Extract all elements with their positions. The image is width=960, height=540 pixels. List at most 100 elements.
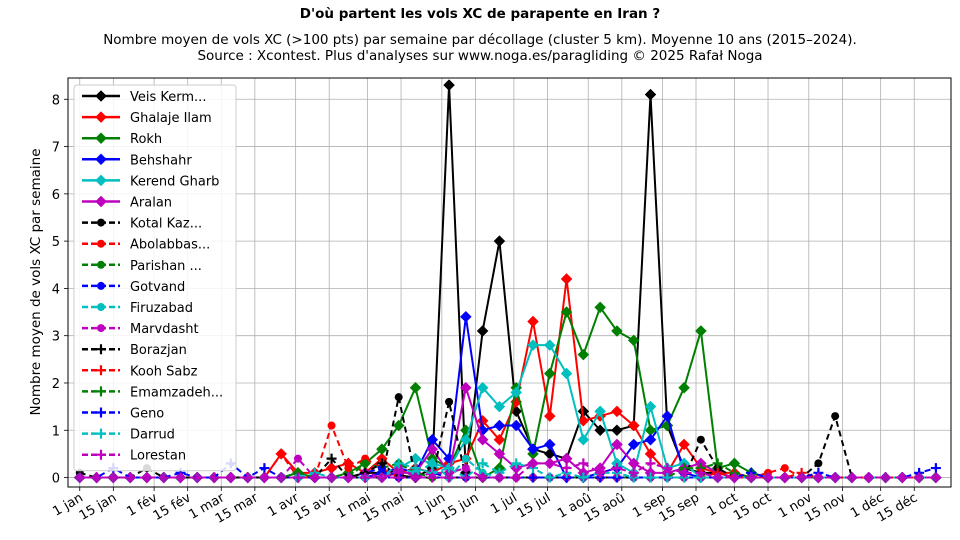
data-point <box>543 410 556 422</box>
data-point <box>543 339 556 352</box>
data-point <box>611 438 623 451</box>
legend-marker <box>97 303 105 311</box>
legend-label: Lorestan <box>130 449 186 464</box>
series-17 <box>74 458 941 483</box>
data-point <box>528 458 539 469</box>
x-tick-label: 15 avr <box>292 490 336 524</box>
legend-item: Kooh Sabz <box>82 364 198 379</box>
data-point <box>528 472 539 483</box>
legend-item: Gotvand <box>82 280 185 295</box>
data-point <box>494 472 505 483</box>
legend-item: Aralan <box>82 196 172 211</box>
data-point <box>662 463 673 474</box>
data-point <box>527 315 539 328</box>
data-point <box>409 381 422 394</box>
legend-item: Veis Kerm... <box>82 90 206 105</box>
data-point <box>444 472 455 483</box>
legend-marker <box>95 174 107 187</box>
data-point <box>476 433 489 446</box>
data-point <box>729 472 740 483</box>
data-point <box>477 472 488 483</box>
legend-item: Rokh <box>82 132 162 147</box>
data-point <box>695 467 706 478</box>
data-point <box>460 310 472 323</box>
y-tick-label: 4 <box>52 282 60 297</box>
data-point <box>428 459 437 468</box>
legend-label: Aralan <box>130 196 172 211</box>
legend-marker <box>95 132 107 145</box>
data-point <box>644 433 657 446</box>
data-point <box>158 472 169 483</box>
data-point <box>259 472 270 483</box>
data-point <box>493 448 506 460</box>
data-point <box>476 381 489 394</box>
data-point <box>376 443 388 456</box>
plot-frame <box>67 77 952 488</box>
data-point <box>476 325 489 337</box>
data-point <box>361 459 370 468</box>
legend-label: Gotvand <box>130 280 185 295</box>
legend-marker <box>95 90 107 102</box>
y-tick-label: 6 <box>52 188 60 203</box>
legend-item: Borazjan <box>82 343 187 358</box>
legend-marker <box>96 365 106 376</box>
data-point <box>560 306 573 318</box>
legend-item: Kerend Gharb <box>82 174 219 189</box>
data-point <box>611 463 622 474</box>
data-point <box>763 472 774 483</box>
data-point <box>897 472 908 483</box>
data-point <box>91 472 102 483</box>
data-point <box>460 433 472 446</box>
y-tick-label: 0 <box>52 472 60 487</box>
data-point <box>461 464 470 473</box>
data-point <box>611 405 623 418</box>
data-point <box>544 472 555 483</box>
legend-label: Firuzabad <box>130 301 193 316</box>
data-point <box>712 458 723 469</box>
legend-label: Kooh Sabz <box>130 364 198 379</box>
data-point <box>813 472 824 483</box>
legend-item: Kotal Kaz... <box>82 217 202 232</box>
data-point <box>108 472 119 483</box>
legend-label: Rokh <box>130 132 162 147</box>
data-point <box>930 463 941 474</box>
y-axis-ticks: 0 1 2 3 4 5 6 7 8 <box>52 93 68 487</box>
data-point <box>277 449 286 458</box>
legend-item: Parishan ... <box>82 259 202 274</box>
legend-label: Parishan ... <box>130 259 202 274</box>
legend-label: Behshahr <box>130 153 192 168</box>
data-point <box>611 424 623 437</box>
legend-marker <box>95 111 107 123</box>
legend-item: Abolabbas... <box>82 238 210 253</box>
legend-label: Kerend Gharb <box>130 174 219 189</box>
data-point <box>326 472 337 483</box>
data-point <box>493 419 506 432</box>
data-point <box>830 472 841 483</box>
data-point <box>141 472 152 483</box>
data-point <box>577 348 590 361</box>
data-point <box>578 472 589 483</box>
data-point <box>392 419 405 432</box>
data-point <box>814 459 823 468</box>
data-point <box>394 393 403 402</box>
data-point <box>410 463 421 474</box>
data-point <box>679 467 690 478</box>
data-point <box>543 367 556 380</box>
legend-item: Emamzadeh... <box>82 385 223 400</box>
data-point <box>292 472 303 483</box>
legend: Veis Kerm... Ghalaje Ilam Rokh Behshahr Kere… <box>73 84 237 472</box>
legend-item: Firuzabad <box>82 301 193 316</box>
data-point <box>259 463 270 474</box>
data-point <box>511 472 522 483</box>
legend-marker <box>97 260 105 269</box>
y-tick-label: 8 <box>52 93 60 108</box>
x-tick-label: 1 jul <box>488 490 520 517</box>
data-point <box>527 339 539 352</box>
data-point <box>627 419 640 432</box>
legend-marker <box>97 218 105 227</box>
legend-marker <box>96 344 106 355</box>
legend-item: Darrud <box>82 428 175 443</box>
data-point <box>393 458 404 469</box>
chart-subtitle-line-2: Source : Xcontest. Plus d'analyses sur w… <box>197 48 762 64</box>
data-point <box>327 421 336 430</box>
